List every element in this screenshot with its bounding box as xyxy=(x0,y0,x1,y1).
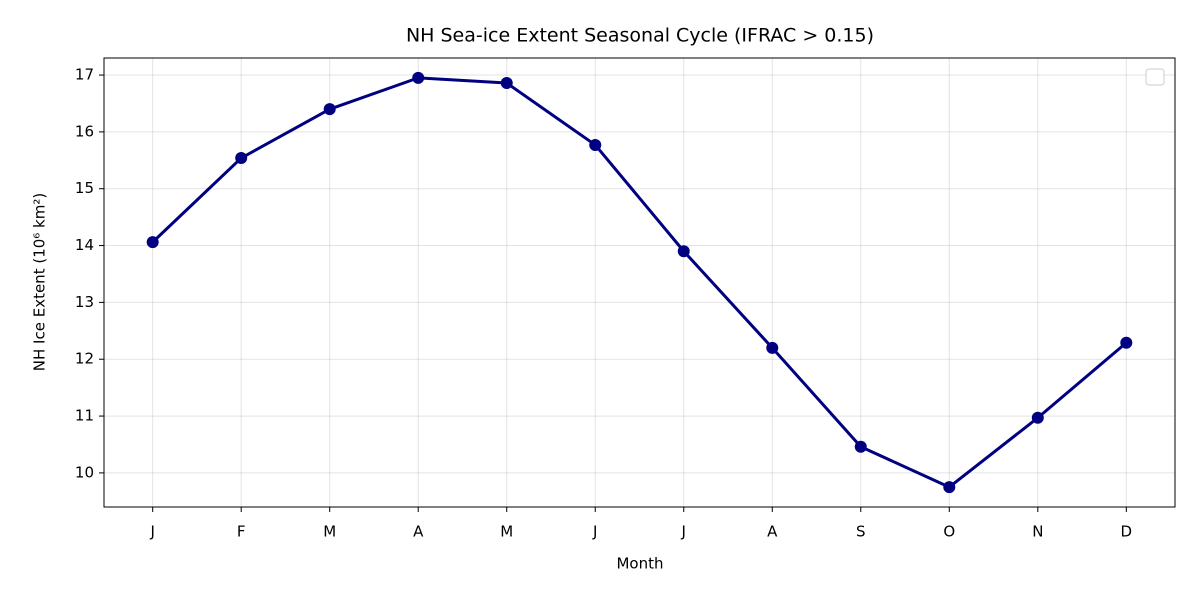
y-tick-label: 13 xyxy=(75,293,94,311)
plot-frame xyxy=(103,57,1176,508)
point xyxy=(323,103,336,116)
point xyxy=(943,481,956,494)
x-tick-label: J xyxy=(681,523,686,541)
x-tick-label: O xyxy=(943,523,955,541)
legend-box xyxy=(1145,68,1165,86)
x-tick-label: M xyxy=(500,523,513,541)
point xyxy=(146,236,159,249)
x-tick-label: J xyxy=(592,523,597,541)
point xyxy=(1120,336,1133,349)
x-axis-label: Month xyxy=(616,555,663,573)
chart-title: NH Sea-ice Extent Seasonal Cycle (IFRAC … xyxy=(406,25,874,47)
y-tick-label: 17 xyxy=(75,66,94,84)
x-tick-label: A xyxy=(767,523,778,541)
x-tick-label: S xyxy=(856,523,866,541)
x-tick-label: A xyxy=(413,523,424,541)
x-tick-label: F xyxy=(237,523,246,541)
y-tick-label: 12 xyxy=(75,350,94,368)
y-tick-label: 15 xyxy=(75,179,94,197)
y-tick-label: 14 xyxy=(75,236,94,254)
x-tick-label: M xyxy=(323,523,336,541)
x-tick-label: J xyxy=(149,523,154,541)
point xyxy=(500,77,513,90)
point xyxy=(1031,411,1044,424)
series-line xyxy=(151,76,1128,489)
point xyxy=(854,440,867,453)
point xyxy=(235,152,248,165)
y-axis-label: NH Ice Extent (10⁶ km²) xyxy=(31,193,49,371)
point xyxy=(677,245,690,258)
x-tick-label: D xyxy=(1121,523,1133,541)
point xyxy=(589,138,602,151)
point xyxy=(412,71,425,84)
y-tick-label: 11 xyxy=(75,407,94,425)
x-tick-label: N xyxy=(1032,523,1043,541)
y-tick-label: 10 xyxy=(75,463,94,481)
point xyxy=(766,341,779,354)
y-tick-label: 16 xyxy=(75,122,94,140)
